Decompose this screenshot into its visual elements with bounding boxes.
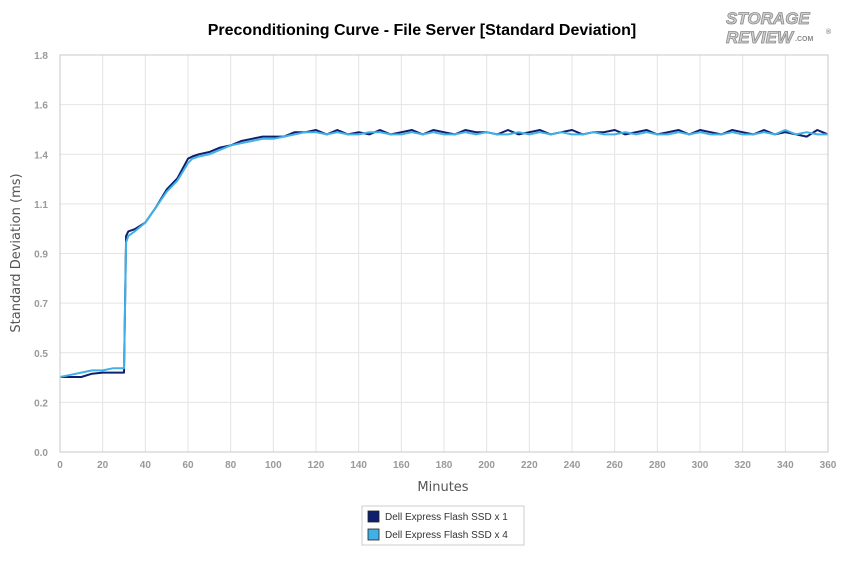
x-tick-label: 40 — [140, 460, 152, 471]
x-tick-label: 340 — [777, 460, 794, 471]
x-tick-label: 100 — [265, 460, 282, 471]
plot-frame — [59, 54, 829, 453]
x-tick-label: 280 — [649, 460, 666, 471]
y-tick-label: 1.1 — [34, 200, 48, 211]
x-tick-label: 120 — [308, 460, 325, 471]
x-tick-label: 20 — [97, 460, 109, 471]
chart-title: Preconditioning Curve - File Server [Sta… — [208, 22, 637, 39]
y-axis-label: Standard Deviation (ms) — [9, 173, 24, 332]
x-tick-label: 80 — [225, 460, 237, 471]
legend: Dell Express Flash SSD x 1 Dell Express … — [361, 505, 525, 546]
y-tick-label: 0.7 — [34, 299, 48, 310]
watermark-line2: REVIEW — [726, 28, 795, 47]
y-tick-label: 1.8 — [34, 51, 48, 62]
y-tick-label: 0.0 — [34, 448, 48, 459]
x-tick-label: 200 — [478, 460, 495, 471]
x-tick-label: 300 — [692, 460, 709, 471]
y-axis-ticks: 0.0 0.2 0.5 0.7 0.9 1.1 1.4 1.6 1.8 — [34, 51, 48, 459]
x-tick-label: 0 — [57, 460, 63, 471]
x-tick-label: 180 — [436, 460, 453, 471]
x-axis-ticks: 0 20 40 60 80 100 120 140 160 180 200 220 240 260 280 3… — [57, 460, 837, 471]
y-tick-label: 0.9 — [34, 250, 48, 261]
watermark-line1: STORAGE — [726, 9, 810, 28]
x-tick-label: 240 — [564, 460, 581, 471]
watermark-registered: ® — [826, 28, 832, 36]
legend-box — [361, 505, 525, 546]
x-tick-label: 60 — [182, 460, 194, 471]
y-tick-label: 1.4 — [34, 150, 48, 161]
y-tick-label: 0.2 — [34, 398, 48, 409]
x-tick-label: 260 — [606, 460, 623, 471]
legend-swatch-series-2 — [367, 528, 380, 541]
y-tick-label: 0.5 — [34, 349, 48, 360]
x-axis-label: Minutes — [417, 480, 468, 495]
x-tick-label: 360 — [820, 460, 837, 471]
watermark-logo: STORAGE REVIEW .COM ® — [726, 9, 832, 48]
watermark-suffix: .COM — [795, 36, 813, 43]
legend-swatch-series-1 — [367, 510, 380, 523]
grid-lines — [60, 55, 828, 452]
series-line-2 — [59, 129, 828, 378]
series-lines — [59, 129, 829, 378]
x-tick-label: 220 — [521, 460, 538, 471]
x-tick-label: 160 — [393, 460, 410, 471]
x-tick-label: 140 — [350, 460, 367, 471]
x-tick-label: 320 — [734, 460, 751, 471]
y-tick-label: 1.6 — [34, 101, 48, 112]
legend-label-series-1: Dell Express Flash SSD x 1 — [385, 512, 508, 523]
legend-label-series-2: Dell Express Flash SSD x 4 — [385, 530, 508, 541]
